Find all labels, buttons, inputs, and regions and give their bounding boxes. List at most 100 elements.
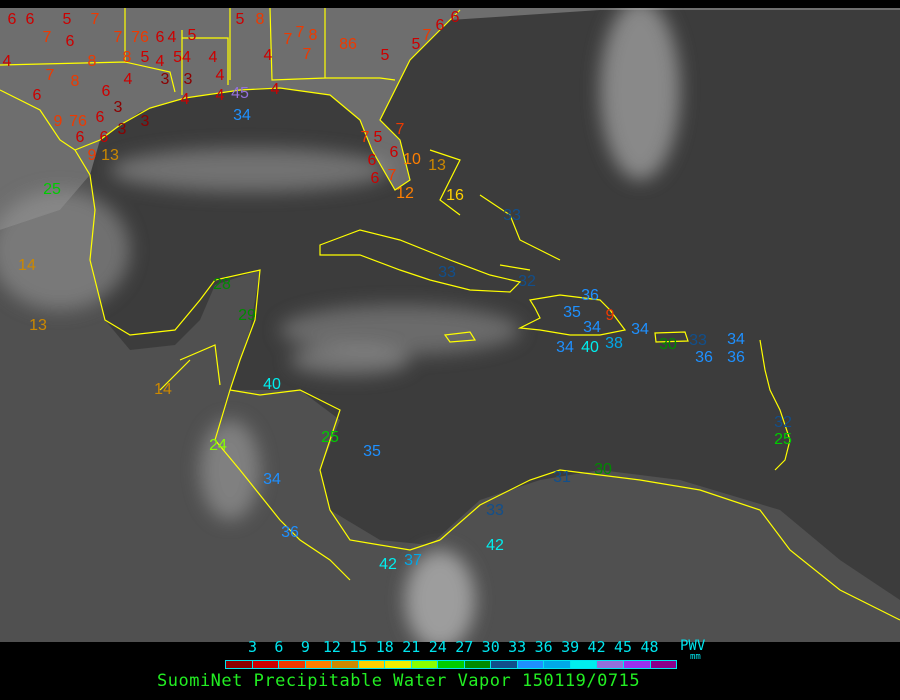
station-pwv-value: 4 <box>264 47 273 64</box>
station-pwv-value: 3 <box>118 121 127 138</box>
station-pwv-value: 6 <box>436 17 445 34</box>
station-pwv-value: 12 <box>396 185 414 202</box>
colorbar-segment <box>597 661 624 668</box>
yucatan-border <box>159 344 221 391</box>
colorbar-segment <box>411 661 439 668</box>
station-pwv-value: 34 <box>263 471 281 488</box>
station-pwv-value: 8 <box>71 73 80 90</box>
station-pwv-value: 36 <box>281 524 299 541</box>
station-pwv-value: 8 <box>256 11 265 28</box>
station-pwv-value: 6 <box>451 9 460 26</box>
station-pwv-value: 76 <box>131 29 149 46</box>
station-pwv-value: 3 <box>161 71 170 88</box>
colorbar-segment <box>385 661 412 668</box>
station-pwv-value: 76 <box>69 113 87 130</box>
station-pwv-value: 16 <box>446 187 464 204</box>
station-pwv-value: 4 <box>156 53 165 70</box>
station-pwv-value: 7 <box>114 29 123 46</box>
colorbar-tick-label: 21 <box>402 638 421 656</box>
station-pwv-value: 4 <box>124 71 133 88</box>
colorbar <box>225 660 677 669</box>
station-pwv-value: 5 <box>188 27 197 44</box>
station-pwv-value: 33 <box>486 502 504 519</box>
station-pwv-value: 6 <box>102 83 111 100</box>
colorbar-tick-label: 45 <box>614 638 633 656</box>
gulf-coast <box>0 9 461 191</box>
station-pwv-value: 25 <box>774 431 792 448</box>
station-pwv-value: 36 <box>581 287 599 304</box>
station-pwv-value: 9 <box>88 147 97 164</box>
station-pwv-value: 25 <box>321 429 339 446</box>
station-pwv-value: 54 <box>173 49 191 66</box>
station-pwv-value: 6 <box>100 129 109 146</box>
colorbar-segment <box>226 661 253 668</box>
station-pwv-value: 6 <box>390 144 399 161</box>
station-pwv-value: 35 <box>563 304 581 321</box>
station-pwv-value: 40 <box>263 376 281 393</box>
cuba <box>319 229 522 293</box>
station-pwv-value: 4 <box>216 87 225 104</box>
unit-sublabel: mm <box>690 652 701 662</box>
station-pwv-value: 32 <box>774 414 792 431</box>
colorbar-segment <box>650 661 677 668</box>
station-pwv-value: 24 <box>209 437 227 454</box>
station-pwv-value: 5 <box>236 11 245 28</box>
colorbar-segment <box>252 661 280 668</box>
mexico-gulf-coast <box>74 149 261 391</box>
station-pwv-value: 40 <box>581 339 599 356</box>
legend: 3 6 9 12 15 18 21 24 27 30 33 36 39 42 45 48 PWV mm Suo… <box>0 638 900 700</box>
station-pwv-value: 33 <box>503 207 521 224</box>
station-pwv-value: 37 <box>404 552 422 569</box>
unit-label: PWV <box>680 638 706 654</box>
station-pwv-value: 7 <box>396 121 405 138</box>
station-pwv-value: 14 <box>18 257 36 274</box>
station-pwv-value: 7 <box>46 67 55 84</box>
puerto-rico <box>654 331 689 343</box>
colorbar-segment <box>358 661 386 668</box>
station-pwv-value: 36 <box>695 349 713 366</box>
station-pwv-value: 6 <box>76 129 85 146</box>
colorbar-tick-label: 6 <box>274 638 284 656</box>
station-pwv-value: 34 <box>631 321 649 338</box>
station-pwv-value: 3 <box>184 71 193 88</box>
station-pwv-value: 5 <box>141 49 150 66</box>
station-pwv-value: 35 <box>363 443 381 460</box>
colorbar-tick-label: 24 <box>428 638 447 656</box>
station-pwv-value: 42 <box>379 556 397 573</box>
station-pwv-value: 33 <box>689 332 707 349</box>
station-pwv-value: 6 <box>96 109 105 126</box>
colorbar-tick-label: 3 <box>247 638 257 656</box>
colorbar-tick-label: 36 <box>534 638 553 656</box>
station-pwv-value: 7 <box>296 24 305 41</box>
station-pwv-value: 13 <box>101 147 119 164</box>
colorbar-tick-label: 15 <box>349 638 368 656</box>
station-pwv-value: 30 <box>594 461 612 478</box>
map-caption: SuomiNet Precipitable Water Vapor 150119… <box>157 671 641 691</box>
us-land <box>0 8 900 230</box>
colorbar-tick-label: 18 <box>375 638 394 656</box>
colorbar-tick-label: 39 <box>561 638 580 656</box>
colorbar-segment <box>438 661 465 668</box>
station-pwv-value: 25 <box>43 181 61 198</box>
station-pwv-value: 5 <box>412 36 421 53</box>
station-pwv-value: 4 <box>181 91 190 108</box>
colorbar-tick-label: 48 <box>640 638 659 656</box>
colorbar-segment <box>570 661 598 668</box>
central-america <box>214 389 441 581</box>
station-pwv-value: 6 <box>33 87 42 104</box>
station-pwv-value: 9 <box>606 307 615 324</box>
station-pwv-value: 8 <box>309 27 318 44</box>
station-pwv-value: 30 <box>659 336 677 353</box>
station-pwv-value: 5 <box>374 129 383 146</box>
station-pwv-value: 3 <box>141 113 150 130</box>
colorbar-segment <box>491 661 518 668</box>
station-pwv-value: 34 <box>727 331 745 348</box>
colorbar-tick-label: 42 <box>587 638 606 656</box>
station-pwv-value: 34 <box>556 339 574 356</box>
station-pwv-value: 38 <box>605 335 623 352</box>
lesser-antilles <box>759 339 791 471</box>
station-pwv-value: 7 <box>43 29 52 46</box>
colorbar-segment <box>544 661 571 668</box>
colorbar-segment <box>279 661 306 668</box>
